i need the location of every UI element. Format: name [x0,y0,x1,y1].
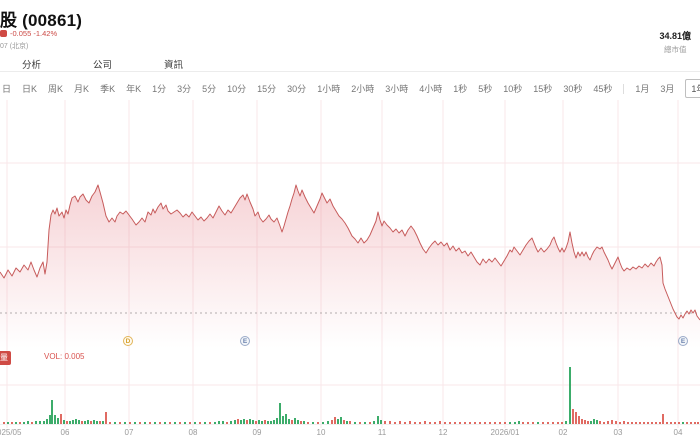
volume-badge[interactable]: 成交量 [0,351,11,365]
interval-button[interactable]: 30分 [287,84,307,94]
interval-button[interactable]: 2小時 [351,84,375,94]
interval-toolbar: 日日K 周K 月K 季K 年K 1分 3分 5分 10分 15分 30分 1小時 2小時 3小時 4小時 1秒… [2,79,700,98]
x-axis-label: 2025/05 [0,428,22,437]
interval-button[interactable]: 周K [48,84,64,94]
header-divider [0,71,700,72]
interval-button[interactable]: 10秒 [503,84,523,94]
event-marker-d[interactable]: D [123,336,133,346]
market-cap-value: 34.81億 [659,31,691,41]
interval-button[interactable]: 1小時 [317,84,341,94]
price-area-fill [0,185,700,348]
interval-button[interactable]: 4小時 [419,84,443,94]
interval-button-selected[interactable]: 1年 [685,79,700,98]
price-down-icon [0,30,7,37]
interval-button[interactable]: 15分 [257,84,277,94]
header-tabs: 分析 公司 資訊 [22,57,183,71]
interval-button[interactable]: 10分 [227,84,247,94]
market-cap-block: 34.81億 總市值 [659,29,691,55]
x-axis-label: 07 [124,428,134,437]
x-axis-label: 2026/01 [490,428,520,437]
x-axis-label: 09 [252,428,262,437]
price-change-text: -0.055 -1.42% [10,29,58,38]
volume-value-text: VOL: 0.005 [44,352,85,361]
x-axis-label: 11 [377,428,387,437]
page-title: 股 (00861) [0,11,83,30]
interval-button[interactable]: 30秒 [563,84,583,94]
interval-button[interactable]: 1秒 [453,84,468,94]
interval-button[interactable]: 45秒 [593,84,613,94]
price-chart-svg[interactable] [0,100,700,441]
price-change-row: -0.055 -1.42% [0,29,57,38]
interval-button[interactable]: 年K [126,84,142,94]
interval-button[interactable]: 日K [22,84,38,94]
x-axis-label: 06 [60,428,70,437]
market-cap-label: 總市值 [663,45,687,54]
interval-button[interactable]: 3小時 [385,84,409,94]
interval-button[interactable]: 3月 [660,84,675,94]
interval-button[interactable]: 1月 [635,84,650,94]
event-marker-e[interactable]: E [678,336,688,346]
interval-button[interactable]: 3分 [177,84,192,94]
interval-button[interactable]: 季K [100,84,116,94]
volume-bars [3,367,699,424]
tab-company[interactable]: 公司 [93,60,113,71]
event-marker-e[interactable]: E [240,336,250,346]
interval-button[interactable]: 日 [2,84,12,94]
interval-button[interactable]: 5分 [202,84,217,94]
x-axis: 2025/05 06 07 08 09 10 11 12 2026/01 02 03 04 [0,428,700,440]
x-axis-label: 08 [188,428,198,437]
x-axis-label: 10 [316,428,326,437]
interval-button[interactable]: 月K [74,84,90,94]
interval-button[interactable]: 5秒 [478,84,493,94]
x-axis-label: 04 [673,428,683,437]
interval-button[interactable]: 15秒 [533,84,553,94]
quote-time-text: 07 (北京) [0,43,29,50]
x-axis-label: 12 [438,428,448,437]
x-axis-label: 02 [558,428,568,437]
price-line [0,184,700,321]
interval-button[interactable]: 1分 [152,84,167,94]
toolbar-divider [623,83,625,94]
x-axis-label: 03 [613,428,623,437]
tab-analysis[interactable]: 分析 [22,60,42,71]
tab-news[interactable]: 資訊 [164,60,184,71]
